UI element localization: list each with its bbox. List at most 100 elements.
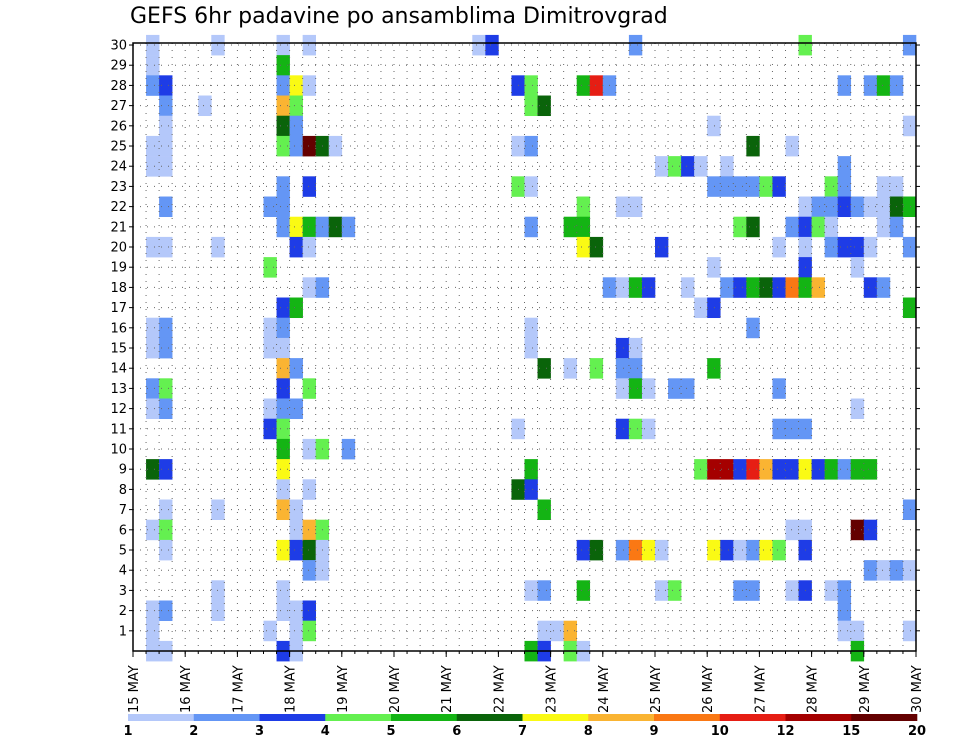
heatmap-cell bbox=[263, 620, 277, 642]
heatmap-cell bbox=[276, 135, 290, 157]
heatmap-cell bbox=[302, 600, 316, 622]
heatmap-cell bbox=[302, 75, 316, 96]
heatmap-cell bbox=[850, 519, 865, 541]
heatmap-cell bbox=[902, 620, 917, 642]
heatmap-cell bbox=[263, 257, 277, 278]
heatmap-cell bbox=[276, 499, 290, 521]
heatmap-cell bbox=[772, 459, 786, 480]
heatmap-cell bbox=[537, 358, 551, 379]
heatmap-cell bbox=[720, 539, 734, 561]
heatmap-cell bbox=[720, 277, 734, 298]
heatmap-cell bbox=[785, 459, 799, 480]
heatmap-cell bbox=[289, 539, 303, 561]
heatmap-cell bbox=[850, 398, 865, 420]
chart-title: GEFS 6hr padavine po ansamblima Dimitrov… bbox=[130, 4, 668, 29]
heatmap-cell bbox=[276, 55, 290, 76]
heatmap-cell bbox=[837, 75, 852, 96]
heatmap-cell bbox=[615, 358, 630, 379]
heatmap-cell bbox=[276, 75, 290, 96]
heatmap-cell bbox=[876, 176, 891, 197]
heatmap-cell bbox=[146, 620, 160, 642]
heatmap-cell bbox=[824, 196, 838, 218]
heatmap-cell bbox=[276, 176, 290, 197]
x-tick-label: 30 MAY bbox=[910, 665, 925, 713]
heatmap-cell bbox=[720, 156, 734, 177]
heatmap-cell bbox=[628, 34, 643, 56]
heatmap-cell bbox=[159, 378, 173, 399]
heatmap-cell bbox=[289, 297, 303, 319]
heatmap-cell bbox=[876, 560, 891, 581]
heatmap-cell bbox=[263, 317, 277, 339]
heatmap-cell bbox=[746, 277, 760, 298]
colorbar-swatch bbox=[259, 714, 326, 721]
heatmap-cell bbox=[341, 216, 356, 238]
heatmap-cell bbox=[524, 135, 538, 157]
heatmap-cell bbox=[902, 34, 917, 56]
heatmap-cell bbox=[159, 236, 173, 258]
heatmap-cell bbox=[159, 337, 173, 359]
heatmap-cell bbox=[276, 398, 290, 420]
colorbar-label: 20 bbox=[908, 724, 926, 739]
heatmap-cell bbox=[276, 196, 290, 218]
heatmap-cell bbox=[707, 297, 721, 319]
heatmap-cell bbox=[576, 236, 591, 258]
heatmap-cell bbox=[876, 75, 891, 96]
heatmap-cell bbox=[720, 459, 734, 480]
heatmap-cell bbox=[785, 216, 799, 238]
heatmap-cell bbox=[628, 277, 643, 298]
heatmap-cell bbox=[276, 580, 290, 601]
heatmap-cell bbox=[785, 418, 799, 440]
heatmap-cell bbox=[302, 176, 316, 197]
heatmap-cell bbox=[276, 378, 290, 399]
heatmap-cell bbox=[615, 418, 630, 440]
heatmap-cell bbox=[746, 539, 760, 561]
heatmap-cell bbox=[668, 378, 682, 399]
heatmap-cell bbox=[746, 135, 760, 157]
heatmap-cell bbox=[628, 418, 643, 440]
heatmap-cell bbox=[537, 620, 551, 642]
heatmap-cell bbox=[785, 580, 799, 601]
heatmap-cell bbox=[824, 236, 838, 258]
heatmap-cell bbox=[902, 499, 917, 521]
heatmap-cell bbox=[289, 499, 303, 521]
heatmap-cell bbox=[876, 216, 891, 238]
heatmap-cell bbox=[563, 620, 577, 642]
heatmap-cell bbox=[707, 257, 721, 278]
heatmap-cell bbox=[850, 620, 865, 642]
heatmap-cell bbox=[276, 337, 290, 359]
x-tick-label: 18 MAY bbox=[284, 665, 299, 713]
colorbar-swatch bbox=[128, 714, 195, 721]
heatmap-cell bbox=[302, 539, 316, 561]
heatmap-cell bbox=[146, 156, 160, 177]
heatmap-cell bbox=[159, 135, 173, 157]
heatmap-cell bbox=[641, 539, 656, 561]
heatmap-cell bbox=[681, 378, 695, 399]
heatmap-cell bbox=[146, 317, 160, 339]
heatmap-cell bbox=[628, 539, 643, 561]
heatmap-cell bbox=[876, 196, 891, 218]
heatmap-cell bbox=[628, 337, 643, 359]
heatmap-cell bbox=[302, 479, 316, 500]
x-tick-label: 19 MAY bbox=[336, 665, 351, 713]
heatmap-cell bbox=[589, 358, 604, 379]
heatmap-cell bbox=[524, 75, 538, 96]
colorbar-swatch bbox=[719, 714, 786, 721]
heatmap-cell bbox=[302, 378, 316, 399]
heatmap-cell bbox=[707, 176, 721, 197]
heatmap-cell bbox=[576, 580, 591, 601]
x-tick-label: 21 MAY bbox=[440, 665, 455, 713]
heatmap-cell bbox=[628, 358, 643, 379]
heatmap-cell bbox=[759, 277, 773, 298]
heatmap-cell bbox=[524, 216, 538, 238]
heatmap-cell bbox=[681, 277, 695, 298]
heatmap-cell bbox=[733, 176, 747, 197]
heatmap-cell bbox=[276, 297, 290, 319]
x-tick-label: 24 MAY bbox=[597, 665, 612, 713]
heatmap-cell bbox=[276, 115, 290, 137]
x-tick-label: 26 MAY bbox=[701, 665, 716, 713]
y-tick-label: 19 bbox=[110, 261, 127, 276]
heatmap-cell bbox=[811, 459, 825, 480]
heatmap-cell bbox=[276, 479, 290, 500]
colorbar-swatch bbox=[456, 714, 523, 721]
heatmap-cell bbox=[733, 539, 747, 561]
